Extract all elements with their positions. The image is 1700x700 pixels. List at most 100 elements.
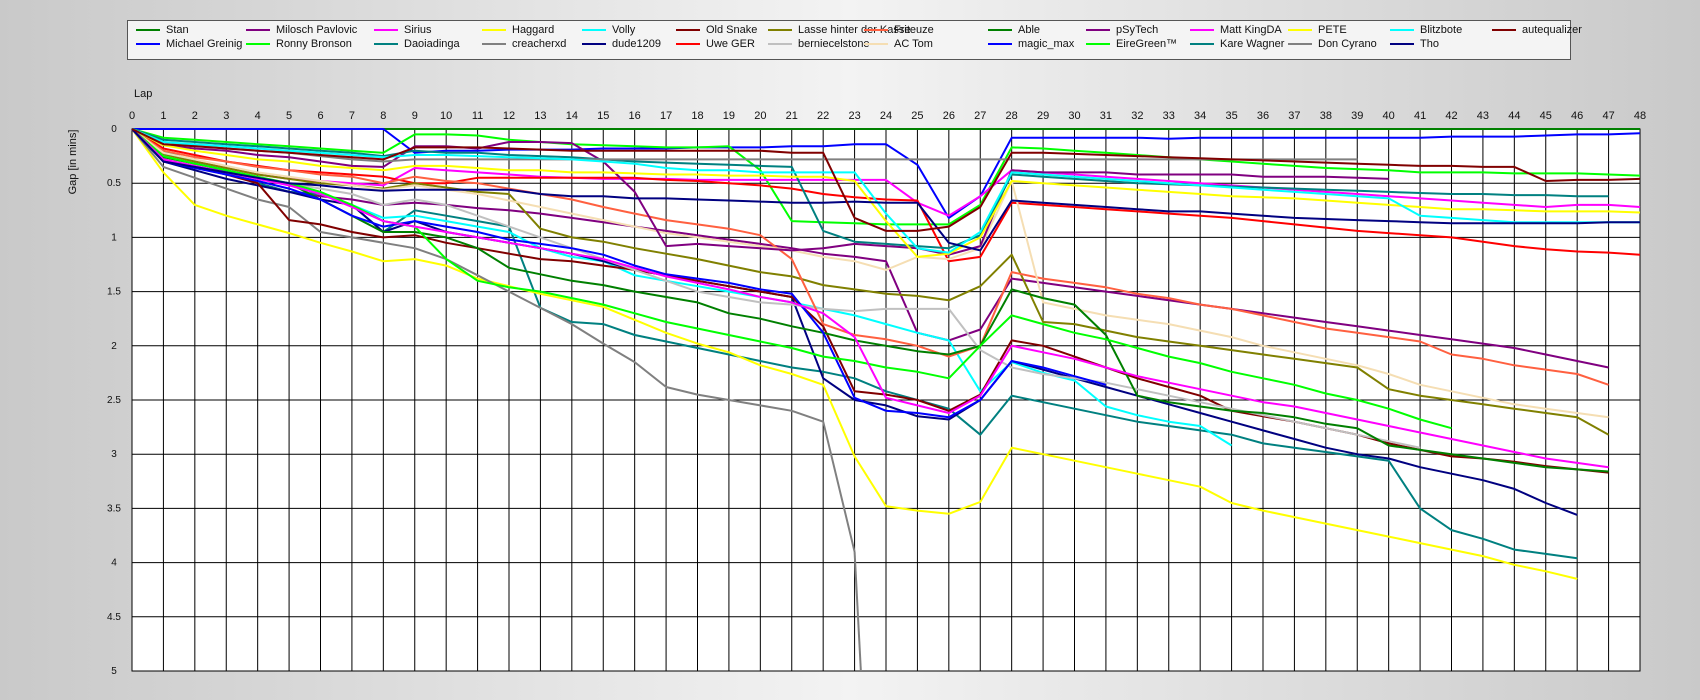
legend-item: berniecelstone <box>768 38 870 52</box>
legend-item: Lasse hinter der Kasse <box>768 24 911 38</box>
legend-swatch <box>768 43 792 46</box>
legend-label: creacherxd <box>512 38 567 50</box>
series-line-psytech <box>131 128 1389 256</box>
x-tick-label: 22 <box>817 110 829 122</box>
x-tick-label: 41 <box>1414 110 1426 122</box>
series-line-autequalizer <box>131 128 1641 232</box>
y-tick-label: 5 <box>111 666 117 677</box>
legend-swatch <box>482 43 506 46</box>
legend-label: Don Cyrano <box>1318 38 1377 50</box>
series-layer <box>131 128 1641 672</box>
y-axis-title: Gap [in mins] <box>67 130 79 195</box>
series-line-magic-max <box>131 128 1107 419</box>
x-tick-label: 16 <box>629 110 641 122</box>
legend-swatch <box>1190 29 1214 32</box>
legend-label: Kare Wagner <box>1220 38 1285 50</box>
series-line-ac-tom <box>131 128 1609 419</box>
x-tick-label: 43 <box>1477 110 1489 122</box>
legend-item: magic_max <box>988 38 1074 52</box>
legend-label: Uwe GER <box>706 38 755 50</box>
legend-item: Uwe GER <box>676 38 755 52</box>
legend-swatch <box>374 29 398 32</box>
legend-label: magic_max <box>1018 38 1075 50</box>
series-line-michael-greinig <box>132 128 1641 219</box>
legend-item: Old Snake <box>676 24 757 38</box>
x-tick-label: 2 <box>192 110 198 122</box>
x-tick-label: 18 <box>691 110 703 122</box>
x-tick-label: 6 <box>317 110 323 122</box>
legend-item: Able <box>988 24 1040 38</box>
x-tick-label: 11 <box>472 110 483 122</box>
legend-label: Milosch Pavlovic <box>276 24 358 36</box>
y-tick-label: 3.5 <box>107 503 121 514</box>
legend: Stan Michael Greinig Milosch Pavlovic Ronny… <box>127 20 1582 60</box>
legend-item: pSyTech <box>1086 24 1158 38</box>
x-tick-label: 34 <box>1194 110 1206 122</box>
legend-label: AC Tom <box>894 38 933 50</box>
legend-swatch <box>374 43 398 46</box>
series-line-eiregreen- <box>131 128 1452 430</box>
series-line-able <box>131 128 1609 473</box>
series-line-haggard <box>131 128 1578 580</box>
legend-label: Old Snake <box>706 24 758 36</box>
legend-swatch <box>482 29 506 32</box>
legend-label: Sirius <box>404 24 432 36</box>
legend-swatch <box>1390 43 1414 46</box>
legend-item: autequalizer <box>1492 24 1582 38</box>
legend-label: Volly <box>612 24 636 36</box>
legend-item: Stan <box>136 24 189 38</box>
legend-swatch <box>1288 43 1312 46</box>
series-line-matt-kingda <box>131 128 1609 469</box>
series-line-tho <box>131 128 1640 252</box>
series-line-sirius <box>131 128 1641 217</box>
x-tick-label: 36 <box>1257 110 1269 122</box>
y-tick-label: 3 <box>111 449 117 460</box>
legend-item: Daoiadinga <box>374 38 460 52</box>
y-tick-label: 2 <box>111 341 117 352</box>
legend-swatch <box>1288 29 1312 32</box>
legend-label: Tho <box>1420 38 1439 50</box>
x-tick-label: 21 <box>786 110 798 122</box>
legend-swatch <box>864 43 888 46</box>
x-axis-title: Lap <box>134 88 152 100</box>
series-line-pete <box>131 128 1641 258</box>
x-tick-label: 1 <box>160 110 166 122</box>
x-tick-label: 35 <box>1225 110 1237 122</box>
series-line-blitzbote <box>131 128 1640 254</box>
y-tick-label: 1 <box>111 232 117 243</box>
legend-label: Stan <box>166 24 189 36</box>
legend-label: EireGreen™ <box>1116 38 1178 50</box>
x-tick-label: 42 <box>1445 110 1457 122</box>
y-tick-label: 4 <box>111 558 117 569</box>
legend-item: Michael Greinig <box>136 38 242 52</box>
legend-swatch <box>1190 43 1214 46</box>
legend-item: PETE <box>1288 24 1347 38</box>
series-line-berniecelstone <box>131 128 1421 449</box>
legend-swatch <box>1492 29 1516 32</box>
y-tick-label: 2.5 <box>107 395 121 406</box>
legend-label: Michael Greinig <box>166 38 243 50</box>
legend-item: AC Tom <box>864 38 933 52</box>
series-line-ronny-bronson <box>131 128 1641 226</box>
x-tick-label: 37 <box>1288 110 1300 122</box>
x-tick-label: 8 <box>380 110 386 122</box>
x-tick-label: 30 <box>1068 110 1080 122</box>
legend-swatch <box>246 29 270 32</box>
legend-swatch <box>1086 43 1110 46</box>
legend-item: EireGreen™ <box>1086 38 1177 52</box>
legend-item: Sirius <box>374 24 432 38</box>
legend-item: creacherxd <box>482 38 566 52</box>
legend-label: dude1209 <box>612 38 661 50</box>
x-tick-label: 48 <box>1634 110 1646 122</box>
x-tick-label: 44 <box>1508 110 1520 122</box>
series-line-don-cyrano <box>131 128 1358 163</box>
x-tick-label: 7 <box>349 110 355 122</box>
legend-label: Daoiadinga <box>404 38 460 50</box>
x-tick-label: 26 <box>943 110 955 122</box>
series-line-kare-wagner <box>131 128 1609 250</box>
x-tick-label: 20 <box>754 110 766 122</box>
series-line-creacherxd-dropoff <box>853 551 862 672</box>
x-tick-label: 31 <box>1100 110 1112 122</box>
legend-label: Lasse hinter der Kasse <box>798 24 911 36</box>
